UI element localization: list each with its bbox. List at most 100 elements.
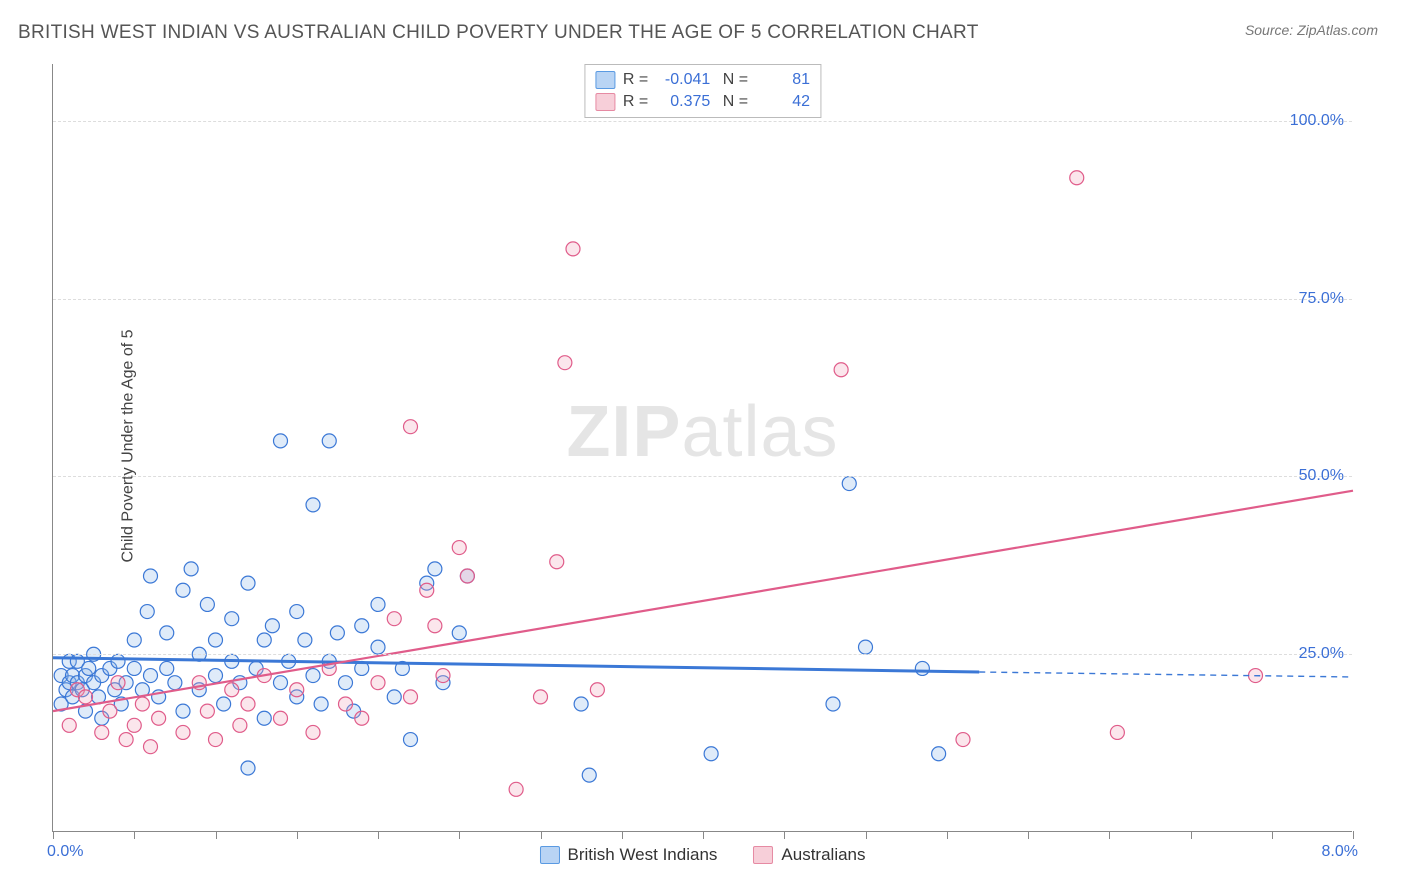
scatter-point — [1070, 171, 1084, 185]
x-tick — [866, 831, 867, 839]
scatter-svg — [53, 64, 1352, 831]
scatter-point — [144, 569, 158, 583]
scatter-point — [95, 725, 109, 739]
scatter-point — [387, 690, 401, 704]
scatter-point — [217, 697, 231, 711]
scatter-point — [387, 612, 401, 626]
scatter-point — [274, 434, 288, 448]
x-tick — [378, 831, 379, 839]
scatter-point — [127, 633, 141, 647]
legend-swatch-bwi — [539, 846, 559, 864]
scatter-point — [209, 669, 223, 683]
scatter-point — [306, 498, 320, 512]
scatter-point — [160, 661, 174, 675]
source-attribution: Source: ZipAtlas.com — [1245, 22, 1378, 38]
scatter-point — [274, 676, 288, 690]
chart-plot-area: ZIPatlas R = -0.041 N = 81 R = 0.375 N =… — [52, 64, 1352, 832]
scatter-point — [404, 690, 418, 704]
scatter-point — [436, 669, 450, 683]
scatter-point — [290, 605, 304, 619]
scatter-point — [79, 690, 93, 704]
scatter-point — [184, 562, 198, 576]
scatter-point — [127, 718, 141, 732]
scatter-point — [460, 569, 474, 583]
scatter-point — [103, 704, 117, 718]
x-tick — [1028, 831, 1029, 839]
scatter-point — [257, 633, 271, 647]
legend-item-aus: Australians — [753, 845, 865, 865]
x-tick — [784, 831, 785, 839]
scatter-point — [371, 676, 385, 690]
scatter-point — [209, 633, 223, 647]
scatter-point — [241, 576, 255, 590]
x-axis-min-label: 0.0% — [47, 843, 83, 861]
x-axis-max-label: 8.0% — [1322, 843, 1358, 861]
scatter-point — [842, 477, 856, 491]
scatter-point — [62, 718, 76, 732]
scatter-point — [241, 761, 255, 775]
scatter-point — [119, 733, 133, 747]
scatter-point — [233, 718, 247, 732]
legend-swatch-aus — [753, 846, 773, 864]
scatter-point — [265, 619, 279, 633]
scatter-point — [257, 711, 271, 725]
scatter-point — [322, 434, 336, 448]
scatter-point — [534, 690, 548, 704]
gridline — [53, 654, 1352, 655]
scatter-point — [209, 733, 223, 747]
trend-line — [53, 658, 979, 672]
scatter-point — [956, 733, 970, 747]
scatter-point — [111, 654, 125, 668]
legend-label-aus: Australians — [781, 845, 865, 865]
scatter-point — [834, 363, 848, 377]
x-tick — [622, 831, 623, 839]
x-tick — [1353, 831, 1354, 839]
scatter-point — [274, 711, 288, 725]
scatter-point — [550, 555, 564, 569]
gridline — [53, 121, 1352, 122]
y-tick-label: 75.0% — [1299, 290, 1344, 308]
x-tick — [1109, 831, 1110, 839]
scatter-point — [176, 583, 190, 597]
scatter-point — [306, 669, 320, 683]
scatter-point — [140, 605, 154, 619]
x-tick — [459, 831, 460, 839]
scatter-point — [452, 626, 466, 640]
y-tick-label: 100.0% — [1290, 112, 1344, 130]
scatter-point — [420, 583, 434, 597]
scatter-point — [590, 683, 604, 697]
scatter-point — [225, 612, 239, 626]
chart-legend: British West Indians Australians — [539, 845, 865, 865]
scatter-point — [932, 747, 946, 761]
x-tick — [53, 831, 54, 839]
scatter-point — [404, 420, 418, 434]
scatter-point — [452, 541, 466, 555]
x-tick — [541, 831, 542, 839]
scatter-point — [176, 725, 190, 739]
scatter-point — [428, 619, 442, 633]
scatter-point — [160, 626, 174, 640]
scatter-point — [241, 697, 255, 711]
y-tick-label: 50.0% — [1299, 467, 1344, 485]
scatter-point — [314, 697, 328, 711]
chart-title: BRITISH WEST INDIAN VS AUSTRALIAN CHILD … — [18, 22, 979, 44]
scatter-point — [404, 733, 418, 747]
legend-label-bwi: British West Indians — [567, 845, 717, 865]
x-tick — [216, 831, 217, 839]
scatter-point — [298, 633, 312, 647]
scatter-point — [200, 704, 214, 718]
scatter-point — [127, 661, 141, 675]
scatter-point — [144, 669, 158, 683]
scatter-point — [168, 676, 182, 690]
scatter-point — [225, 683, 239, 697]
scatter-point — [290, 683, 304, 697]
scatter-point — [566, 242, 580, 256]
scatter-point — [82, 661, 96, 675]
x-tick — [297, 831, 298, 839]
scatter-point — [330, 626, 344, 640]
x-tick — [947, 831, 948, 839]
scatter-point — [355, 711, 369, 725]
scatter-point — [339, 676, 353, 690]
scatter-point — [111, 676, 125, 690]
scatter-point — [200, 597, 214, 611]
